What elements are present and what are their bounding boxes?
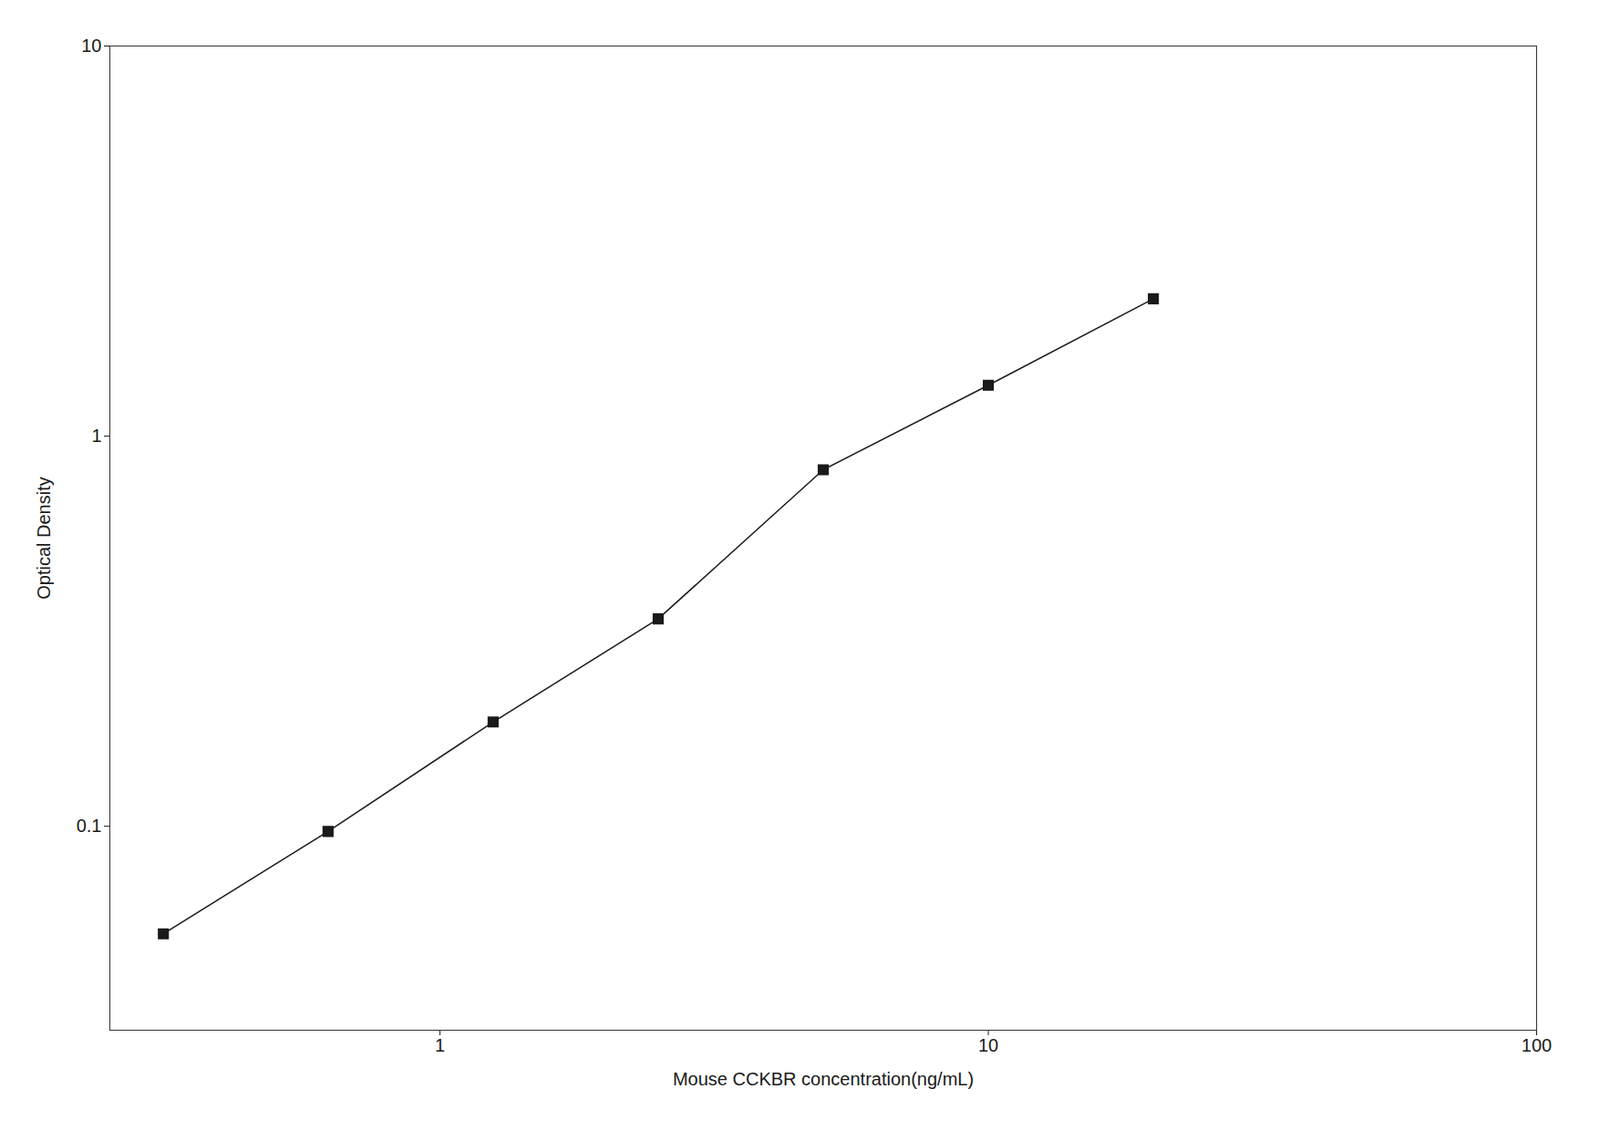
svg-text:1: 1 bbox=[434, 1035, 445, 1056]
svg-text:100: 100 bbox=[1521, 1035, 1552, 1056]
svg-text:10: 10 bbox=[81, 35, 102, 56]
svg-text:0.1: 0.1 bbox=[76, 815, 103, 837]
svg-text:10: 10 bbox=[978, 1035, 999, 1056]
svg-text:Mouse CCKBR concentration(ng/m: Mouse CCKBR concentration(ng/mL) bbox=[672, 1069, 974, 1090]
svg-text:1: 1 bbox=[91, 425, 102, 446]
svg-text:Optical Density: Optical Density bbox=[33, 476, 54, 600]
